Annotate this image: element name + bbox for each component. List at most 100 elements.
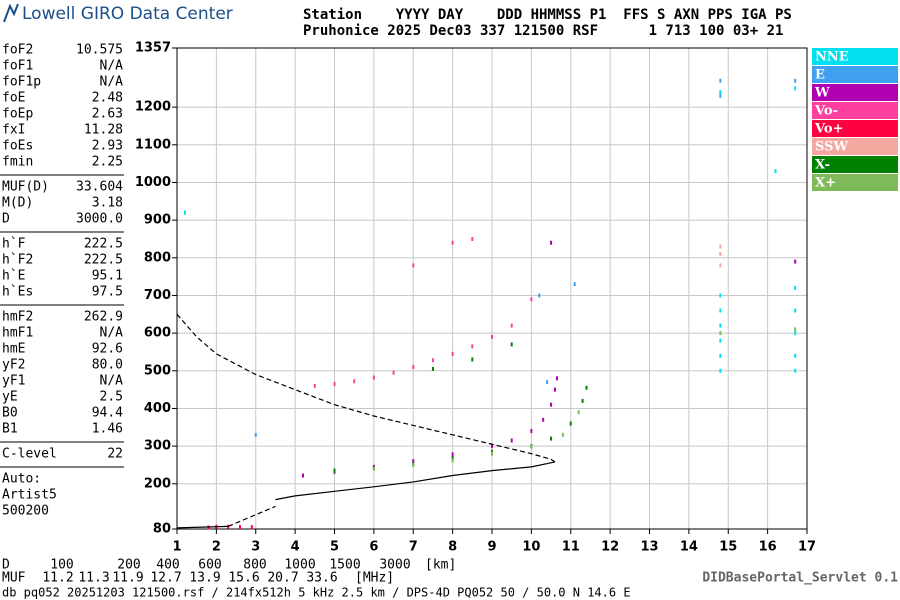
logo-icon	[3, 3, 19, 23]
muf-d-label: D	[2, 558, 10, 573]
density-profile	[275, 461, 556, 501]
echo-point	[491, 451, 493, 456]
param-label: foEp	[2, 107, 33, 122]
echo-point	[719, 93, 722, 98]
echo-point	[451, 456, 454, 461]
x-tick-label: 12	[601, 540, 619, 555]
echo-point	[794, 78, 797, 83]
param-value: 2.63	[92, 107, 123, 122]
echo-point	[392, 370, 395, 375]
echo-point	[774, 169, 777, 174]
param-value: 1.46	[92, 422, 123, 437]
param-value: 262.9	[84, 310, 123, 325]
echo-point	[412, 462, 415, 467]
distance: 200	[117, 558, 140, 573]
legend-swatch	[812, 174, 898, 191]
echo-point	[794, 368, 797, 373]
legend-swatch	[812, 120, 898, 137]
param-value: 92.6	[92, 342, 123, 357]
x-tick-label: 10	[522, 540, 540, 555]
muf-value: 33.6	[306, 571, 337, 586]
param-value: 33.604	[76, 180, 123, 195]
density-profile	[227, 505, 276, 527]
unit: [MHz]	[355, 571, 394, 586]
header-row: Pruhonice 2025 Dec03 337 121500 RSF 1 71…	[303, 23, 783, 39]
echo-point	[451, 351, 454, 356]
param-value: 2.93	[92, 139, 123, 154]
muf-value: 11.3	[78, 571, 109, 586]
muf-value: 15.6	[228, 571, 259, 586]
x-tick-label: 7	[409, 540, 418, 555]
param-label: h`Es	[2, 285, 33, 300]
param-value: N/A	[100, 374, 124, 389]
legend-label: NNE	[815, 50, 849, 65]
density-profile	[176, 525, 229, 529]
logo: Lowell GIRO Data Center	[22, 4, 233, 24]
muf-label: MUF	[2, 571, 26, 586]
x-tick-label: 13	[640, 540, 658, 555]
echo-point	[569, 421, 572, 426]
param-value: 2.5	[100, 390, 123, 405]
legend-swatch	[812, 84, 898, 101]
echo-point	[372, 466, 375, 471]
echo-point	[530, 429, 533, 434]
muf-value: 20.7	[267, 571, 298, 586]
param-label: M(D)	[2, 196, 33, 211]
param-label: fmin	[2, 155, 33, 170]
echo-point	[239, 525, 241, 530]
density-profile	[176, 313, 556, 463]
param-value: 222.5	[84, 237, 123, 252]
echo-point	[183, 210, 186, 215]
note: Auto:	[2, 472, 41, 487]
y-tick-label: 700	[144, 288, 171, 303]
param-label: hmE	[2, 342, 25, 357]
param-value: 11.28	[84, 123, 123, 138]
legend-label: Vo+	[814, 122, 843, 137]
param-value: N/A	[100, 59, 124, 74]
y-tick-label: 500	[144, 363, 171, 378]
param-value: 3.18	[92, 196, 123, 211]
x-tick-label: 1	[172, 540, 181, 555]
param-label: h`E	[2, 269, 25, 284]
echo-point	[510, 342, 513, 347]
echo-point	[719, 90, 722, 95]
echo-point	[451, 458, 454, 463]
y-tick-label: 600	[144, 326, 171, 341]
param-label: C-level	[2, 447, 57, 462]
echo-point	[302, 473, 304, 478]
echo-point	[353, 379, 356, 384]
echo-point	[794, 285, 797, 290]
y-tick-label: 80	[153, 522, 171, 537]
param-label: yF2	[2, 358, 25, 373]
echo-point	[719, 368, 722, 373]
legend-label: X-	[815, 158, 830, 173]
echo-point	[412, 365, 415, 370]
param-value: 3000.0	[76, 212, 123, 227]
echo-point	[530, 297, 533, 302]
echo-point	[581, 398, 584, 403]
echo-point	[471, 357, 474, 362]
param-value: 97.5	[92, 285, 123, 300]
param-label: hmF2	[2, 310, 33, 325]
echo-point	[719, 78, 722, 83]
y-tick-label: 1357	[135, 41, 171, 56]
param-label: h`F2	[2, 253, 33, 268]
unit: [km]	[425, 558, 456, 573]
echo-point	[451, 452, 454, 457]
y-tick-label: 200	[144, 476, 171, 491]
echo-point	[719, 331, 722, 336]
header-row: Station YYYY DAY DDD HHMMSS P1 FFS S AXN…	[303, 7, 792, 23]
echo-point	[585, 385, 588, 390]
echo-point	[794, 331, 797, 336]
echo-point	[719, 293, 722, 298]
echo-point	[530, 444, 533, 449]
param-label: foE	[2, 91, 25, 106]
legend-swatch	[812, 66, 898, 83]
echo-point	[794, 327, 797, 332]
param-label: B1	[2, 422, 18, 437]
y-tick-label: 300	[144, 439, 171, 454]
muf-value: 11.2	[42, 571, 73, 586]
param-value: 22	[107, 447, 123, 462]
